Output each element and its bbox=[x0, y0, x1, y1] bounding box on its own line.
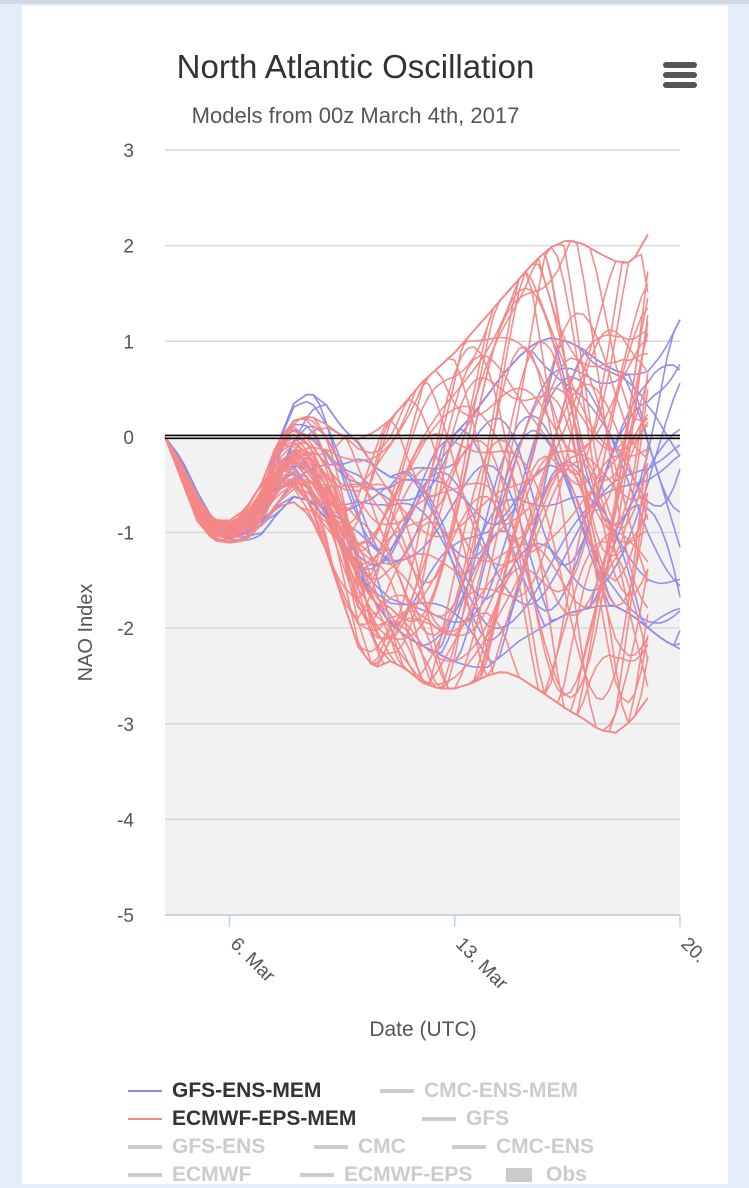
member-line bbox=[164, 428, 681, 622]
legend-line-symbol bbox=[380, 1089, 414, 1093]
member-line bbox=[164, 239, 649, 527]
legend-item-ecmwf[interactable]: ECMWF bbox=[128, 1162, 251, 1188]
legend-label: CMC-ENS-MEM bbox=[424, 1079, 578, 1102]
y-tick-label: -4 bbox=[117, 810, 134, 831]
legend-item-cmc-ens[interactable]: CMC-ENS bbox=[452, 1134, 594, 1160]
y-tick-label: 2 bbox=[123, 237, 134, 258]
member-line bbox=[164, 246, 649, 618]
legend-item-ecmwf-eps-mem[interactable]: ECMWF-EPS-MEM bbox=[128, 1106, 356, 1132]
member-line bbox=[164, 234, 649, 584]
y-axis-label: NAO Index bbox=[75, 584, 97, 682]
legend-line-symbol bbox=[128, 1090, 162, 1092]
legend-label: GFS bbox=[466, 1107, 510, 1130]
x-tick-labels: 6. Mar 13. Mar 20. bbox=[226, 934, 710, 995]
member-line bbox=[164, 307, 649, 690]
member-line bbox=[164, 383, 649, 663]
legend-item-gfs-ens[interactable]: GFS-ENS bbox=[128, 1134, 265, 1160]
y-tick-label: -2 bbox=[117, 619, 134, 640]
member-line bbox=[164, 436, 649, 694]
legend-line-symbol bbox=[452, 1145, 486, 1149]
legend-line-symbol bbox=[128, 1145, 162, 1149]
legend-label: Obs bbox=[546, 1163, 587, 1186]
legend-line-symbol bbox=[314, 1145, 348, 1149]
hamburger-menu-icon[interactable] bbox=[658, 62, 702, 94]
legend-label: ECMWF-EPS bbox=[344, 1163, 473, 1186]
chart-subtitle: Models from 00z March 4th, 2017 bbox=[191, 103, 520, 128]
member-line bbox=[164, 332, 649, 697]
legend-item-cmc-ens-mem[interactable]: CMC-ENS-MEM bbox=[380, 1078, 578, 1104]
y-tick-label: 3 bbox=[123, 141, 134, 162]
chart-card: North Atlantic Oscillation Models from 0… bbox=[22, 6, 728, 1186]
x-axis-label: Date (UTC) bbox=[369, 1018, 476, 1041]
member-line bbox=[164, 346, 649, 734]
legend-item-cmc[interactable]: CMC bbox=[314, 1134, 406, 1160]
y-tick-label: -5 bbox=[117, 906, 134, 927]
legend-label: CMC-ENS bbox=[496, 1135, 594, 1158]
legend-label: GFS-ENS-MEM bbox=[172, 1079, 322, 1102]
legend-item-gfs[interactable]: GFS bbox=[422, 1106, 509, 1132]
legend-line-symbol bbox=[422, 1117, 456, 1121]
legend-item-gfs-ens-mem[interactable]: GFS-ENS-MEM bbox=[128, 1078, 321, 1104]
series-group bbox=[164, 234, 681, 734]
legend-label: GFS-ENS bbox=[172, 1135, 266, 1158]
legend-item-ecmwf-eps[interactable]: ECMWF-EPS bbox=[300, 1162, 472, 1188]
y-tick-label: -3 bbox=[117, 715, 134, 736]
member-line bbox=[164, 329, 649, 567]
chart-svg: 3 2 1 0 -1 -2 -3 -4 -5 6. Mar 13. Mar 20. NAO Inde… bbox=[75, 141, 710, 1041]
legend-box-symbol bbox=[506, 1168, 532, 1182]
member-line bbox=[164, 283, 649, 690]
browser-top-strip bbox=[0, 0, 749, 4]
legend-line-symbol bbox=[128, 1118, 162, 1120]
y-tick-label: 1 bbox=[123, 332, 134, 353]
x-tick-label: 6. Mar bbox=[226, 934, 279, 987]
chart-title: North Atlantic Oscillation bbox=[176, 48, 535, 85]
legend-line-symbol bbox=[300, 1173, 334, 1177]
legend-label: CMC bbox=[358, 1135, 406, 1158]
member-line bbox=[164, 436, 649, 733]
legend-label: ECMWF-EPS-MEM bbox=[172, 1107, 357, 1130]
y-tick-label: -1 bbox=[117, 524, 134, 545]
x-tick-label: 20. bbox=[676, 934, 710, 968]
legend-label: ECMWF bbox=[172, 1163, 252, 1186]
y-tick-label: 0 bbox=[123, 428, 134, 449]
x-tick-label: 13. Mar bbox=[451, 934, 512, 995]
legend-line-symbol bbox=[128, 1173, 162, 1177]
member-line bbox=[164, 436, 649, 687]
y-tick-labels: 3 2 1 0 -1 -2 -3 -4 -5 bbox=[117, 141, 134, 927]
axes bbox=[165, 434, 681, 927]
legend-item-obs[interactable]: Obs bbox=[502, 1162, 587, 1188]
series-ecmwf-eps-mem bbox=[164, 234, 649, 734]
